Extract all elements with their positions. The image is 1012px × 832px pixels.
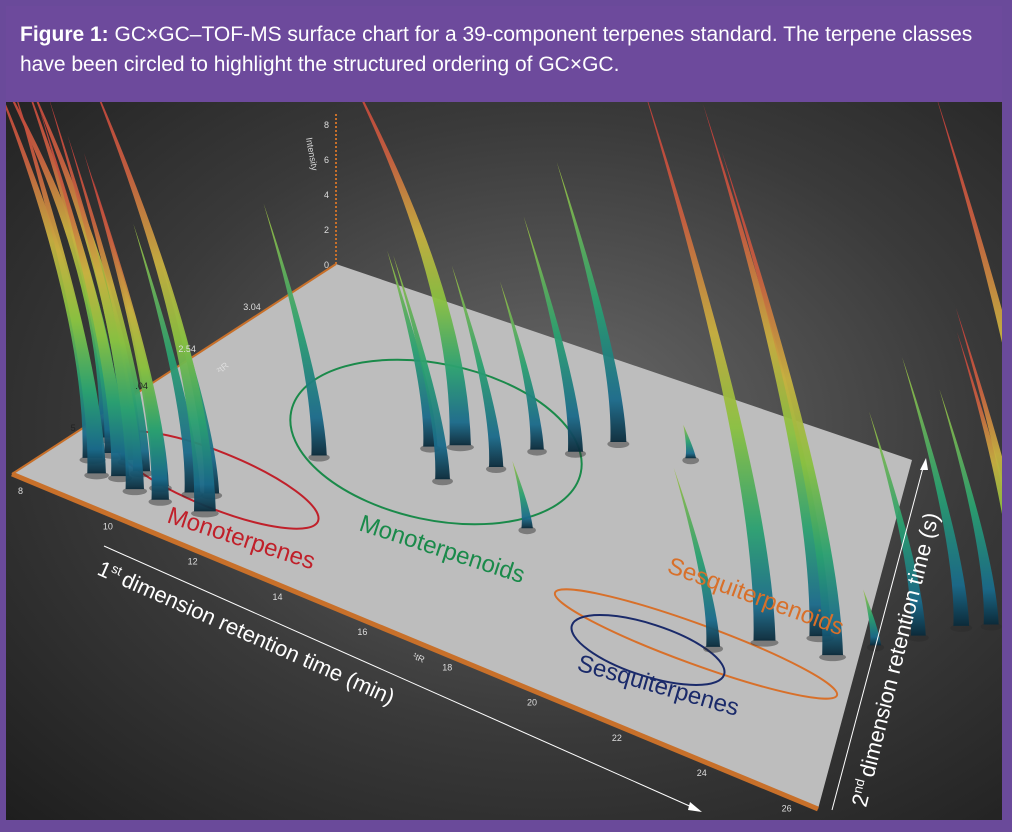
peak-sesquiterpenes (703, 104, 831, 637)
z-tick-label: 6 (324, 155, 329, 165)
sesquiterpenoids-ellipse (553, 588, 839, 700)
peak-sesquiterpenoids (869, 411, 926, 636)
y-tick-labels: 1.042.543.045.04 (71, 302, 261, 433)
peak-sesquiterpenoids (937, 102, 1002, 343)
y-axis-arrowhead (920, 458, 928, 470)
peak-sesquiterpenoids (902, 357, 970, 626)
z-tick-label: 2 (324, 225, 329, 235)
peak-monoterpenes (99, 102, 216, 512)
surface-chart-svg: Monoterpenes Monoterpenoids Sesquiterpen… (6, 102, 1002, 813)
x-tick-labels: 8 10 12 14 16 18 20 22 24 26 (18, 486, 792, 813)
x-tick-label: 22 (612, 733, 622, 743)
peak-monoterpenoids (523, 216, 583, 452)
peak-monoterpenoids (512, 460, 533, 529)
x-axis-arrowhead (688, 802, 702, 812)
x-tick-label: 26 (782, 803, 792, 813)
x-tick-label: 16 (357, 627, 367, 637)
peak-monoterpenes (83, 152, 169, 500)
peak-monoterpenes (31, 102, 124, 453)
z-tick-labels: 0 2 4 6 8 (324, 120, 329, 270)
peak-monoterpenoids (263, 203, 327, 456)
x-tick-label: 12 (188, 557, 198, 567)
x-axis-arrow (103, 545, 695, 809)
floor-plane (12, 264, 912, 809)
figure-label: Figure 1: (20, 23, 109, 46)
peak-monoterpenoids (556, 162, 627, 443)
peak-sesquiterpenoids (939, 389, 999, 625)
z-tick-label: 8 (324, 120, 329, 130)
peak-monoterpenoids (500, 281, 544, 450)
x-axis-edge (11, 471, 819, 812)
caption-text: GC×GC–TOF-MS surface chart for a 39-comp… (20, 23, 973, 76)
peak-monoterpenes (17, 102, 106, 474)
peak-monoterpenes (49, 102, 144, 490)
peak-sesquiterpenes (863, 589, 882, 646)
peak-monoterpenoids (683, 424, 697, 459)
peak-sesquiterpenes (673, 467, 721, 647)
peak-monoterpenoids (362, 102, 471, 446)
y-tick-label: 2.54 (178, 344, 196, 354)
z-tick-label: 4 (324, 190, 329, 200)
peak-monoterpenes (38, 106, 130, 477)
y-axis-arrow (831, 463, 925, 811)
peak-monoterpenes (133, 223, 201, 493)
x-tick-label: 20 (527, 698, 537, 708)
surface-chart: Monoterpenes Monoterpenoids Sesquiterpen… (6, 102, 1002, 820)
figure-caption: Figure 1: GC×GC–TOF-MS surface chart for… (6, 6, 1002, 102)
peak-monoterpenoids (451, 265, 504, 468)
peak-monoterpenoids (393, 255, 450, 480)
peak-group (6, 102, 1002, 662)
x-tick-label: 8 (18, 486, 23, 496)
y-axis-title-superscript: nd (850, 777, 868, 795)
x-tick-label: 10 (103, 521, 113, 531)
peak-monoterpenoids (387, 250, 438, 447)
y-tick-label-partial: .04 (135, 381, 148, 391)
sesquiterpenes-ellipse (570, 614, 726, 686)
x-tick-label: 18 (442, 662, 452, 672)
z-tick-label: 0 (324, 260, 329, 270)
x-tick-label: 24 (697, 768, 707, 778)
y-axis-title-prefix: 2 (847, 791, 874, 809)
peak-monoterpenes (6, 104, 103, 458)
peak-sesquiterpenes (721, 151, 843, 656)
x-tick-label: 14 (273, 592, 283, 602)
z-axis-label: Intensity (304, 137, 320, 172)
peak-sesquiterpenes (647, 102, 776, 641)
x-axis-short-label: ¹tR (411, 651, 426, 665)
y-tick-label: 3.04 (243, 302, 261, 312)
y-tick-label-partial: 5 (71, 423, 76, 433)
